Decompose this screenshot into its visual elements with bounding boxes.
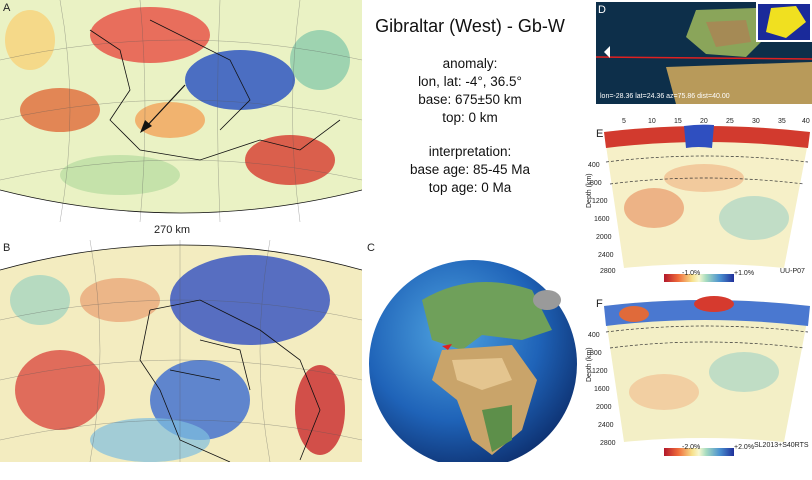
f-depth-2800: 2800: [600, 440, 616, 447]
section-e-image: [604, 124, 810, 282]
map-a-image: [0, 0, 362, 222]
panel-label-c: C: [367, 242, 375, 254]
f-depth-2400: 2400: [598, 422, 614, 429]
f-depth-1200: 1200: [592, 368, 608, 375]
interpretation-base-age: base age: 85-45 Ma: [409, 162, 531, 177]
e-tick-20: 20: [700, 118, 708, 125]
panel-label-d: D: [598, 4, 606, 16]
f-depth-2000: 2000: [596, 404, 612, 411]
section-panel-f: F Depth (km) 400 800 1200 1600 2000 2400…: [584, 292, 812, 462]
e-tick-15: 15: [674, 118, 682, 125]
map-panel-a: A: [0, 0, 362, 222]
section-f-image: [604, 296, 810, 456]
f-model-label: SL2013+S40RTS: [754, 442, 809, 449]
e-model-label: UU-P07: [780, 268, 805, 275]
e-depth-2000: 2000: [596, 234, 612, 241]
anomaly-lonlat: lon, lat: -4°, 36.5°: [418, 74, 522, 89]
anomaly-base: base: 675±50 km: [418, 92, 522, 107]
scale-label: 270 km: [154, 224, 191, 236]
map-d-image: [596, 2, 812, 104]
f-colorbar-min: -2.0%: [682, 444, 701, 451]
panel-label-e: E: [596, 128, 604, 140]
map-panel-b: B: [0, 240, 362, 462]
f-depth-800: 800: [590, 350, 602, 357]
e-depth-1200: 1200: [592, 198, 608, 205]
info-block: Gibraltar (West) - Gb-W anomaly: lon, la…: [372, 10, 568, 197]
anomaly-heading: anomaly:: [442, 56, 498, 71]
e-tick-10: 10: [648, 118, 656, 125]
e-depth-2800: 2800: [600, 268, 616, 275]
interpretation-top-age: top age: 0 Ma: [428, 180, 512, 195]
panel-label-f: F: [596, 298, 603, 310]
panel-label-b: B: [3, 242, 11, 254]
e-depth-2400: 2400: [598, 252, 614, 259]
e-colorbar-max: +1.0%: [734, 270, 755, 277]
e-tick-30: 30: [752, 118, 760, 125]
f-colorbar-max: +2.0%: [734, 444, 755, 451]
e-depth-1600: 1600: [594, 216, 610, 223]
map-d-caption: lon=-28.36 lat=24.36 az=75.86 dist=40.00: [600, 93, 730, 100]
e-depth-400: 400: [588, 162, 600, 169]
section-panel-e: E 5 10 15 20 25 30 35 40 Depth (km) 400 …: [584, 118, 812, 288]
e-depth-800: 800: [590, 180, 602, 187]
interpretation-heading: interpretation:: [428, 144, 512, 159]
e-colorbar-min: -1.0%: [682, 270, 701, 277]
e-tick-35: 35: [778, 118, 786, 125]
page-title: Gibraltar (West) - Gb-W: [375, 16, 565, 36]
e-tick-5: 5: [622, 118, 626, 125]
f-depth-400: 400: [588, 332, 600, 339]
map-panel-d: D lon=-28.36 lat=24.36 az=75.86 dist=40.…: [596, 2, 812, 104]
map-b-image: [0, 240, 362, 462]
globe-image: [369, 260, 577, 462]
f-depth-1600: 1600: [594, 386, 610, 393]
globe-panel-c: C: [362, 240, 584, 462]
panel-label-a: A: [3, 2, 11, 14]
e-tick-40: 40: [802, 118, 810, 125]
e-tick-25: 25: [726, 118, 734, 125]
anomaly-top: top: 0 km: [442, 110, 498, 125]
